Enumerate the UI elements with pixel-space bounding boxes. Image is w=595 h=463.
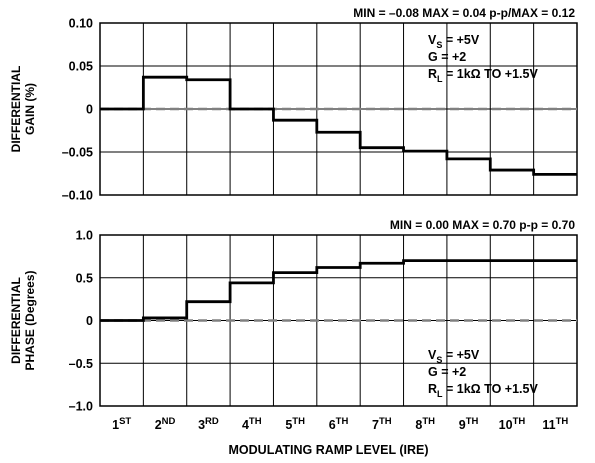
- x-tick-label: 11TH: [542, 416, 568, 432]
- ordinal-number: 4: [242, 418, 249, 432]
- annotation-line: RL = 1kΩ TO +1.5V: [428, 67, 538, 84]
- y-tick-label: –1.0: [69, 400, 93, 414]
- annotation-main: V: [428, 33, 437, 47]
- y-tick-label: 0.05: [69, 60, 93, 74]
- annotation-line: VS = +5V: [428, 348, 480, 365]
- ordinal-number: 2: [155, 418, 162, 432]
- annotation-line: VS = +5V: [428, 33, 480, 50]
- annotation-main: R: [428, 67, 437, 81]
- y-axis-label-line: DIFFERENTIAL: [9, 66, 23, 153]
- y-tick-label: –0.5: [69, 357, 93, 371]
- ordinal-suffix: TH: [249, 416, 262, 427]
- ordinal-number: 5: [285, 418, 292, 432]
- ordinal-suffix: ND: [162, 416, 176, 427]
- annotation-rest: = 1kΩ TO +1.5V: [443, 67, 539, 81]
- ordinal-suffix: TH: [379, 416, 392, 427]
- annotation-rest: = +5V: [442, 348, 479, 362]
- ordinal-suffix: TH: [466, 416, 479, 427]
- annotation-line: RL = 1kΩ TO +1.5V: [428, 382, 538, 399]
- ordinal-suffix: TH: [513, 416, 526, 427]
- ordinal-suffix: TH: [336, 416, 349, 427]
- y-tick-label: 0.5: [76, 271, 93, 285]
- stats-header: MIN = 0.00 MAX = 0.70 p-p = 0.70: [390, 218, 575, 232]
- annotation-subscript: L: [437, 389, 443, 399]
- ordinal-suffix: RD: [205, 416, 219, 427]
- y-tick-label: 1.0: [76, 229, 93, 243]
- annotation-subscript: S: [436, 355, 442, 365]
- annotation-main: G = +2: [428, 50, 466, 64]
- annotation-line: G = +2: [428, 50, 466, 64]
- ordinal-number: 9: [459, 418, 466, 432]
- x-tick-label: 7TH: [372, 416, 392, 432]
- x-tick-label: 2ND: [155, 416, 176, 432]
- chart-panel-gain: MIN = –0.08 MAX = 0.04 p-p/MAX = 0.12 0.1…: [9, 6, 578, 203]
- x-tick-label: 9TH: [459, 416, 479, 432]
- ordinal-suffix: TH: [422, 416, 435, 427]
- ordinal-suffix: ST: [119, 416, 131, 427]
- annotation-rest: = 1kΩ TO +1.5V: [443, 382, 539, 396]
- series-step-line: [100, 75, 577, 176]
- chart-panel-phase: MIN = 0.00 MAX = 0.70 p-p = 0.70 1.0 0.5 0 –…: [9, 218, 578, 414]
- ordinal-number: 6: [329, 418, 336, 432]
- annotation-main: V: [428, 348, 437, 362]
- series-step-line: [100, 259, 577, 322]
- x-tick-label: 5TH: [285, 416, 305, 432]
- ordinal-number: 7: [372, 418, 379, 432]
- y-tick-label: 0: [86, 103, 93, 117]
- ordinal-number: 10: [499, 418, 513, 432]
- x-tick-label: 4TH: [242, 416, 262, 432]
- y-tick-label: 0: [86, 314, 93, 328]
- y-axis-label-line: GAIN (%): [23, 83, 37, 135]
- y-tick-label: –0.05: [62, 146, 93, 160]
- annotation-main: G = +2: [428, 365, 466, 379]
- annotation-line: G = +2: [428, 365, 466, 379]
- ordinal-number: 3: [198, 418, 205, 432]
- x-tick-label: 10TH: [499, 416, 526, 432]
- ordinal-number: 1: [112, 418, 119, 432]
- y-tick-label: 0.10: [69, 17, 93, 31]
- ordinal-number: 11: [542, 418, 555, 432]
- x-axis-label: MODULATING RAMP LEVEL (IRE): [229, 443, 429, 457]
- x-tick-label: 3RD: [198, 416, 219, 432]
- x-tick-label: 1ST: [112, 416, 131, 432]
- stats-header: MIN = –0.08 MAX = 0.04 p-p/MAX = 0.12: [353, 6, 575, 20]
- ordinal-suffix: TH: [556, 416, 569, 427]
- x-tick-label: 6TH: [329, 416, 349, 432]
- conditions-annotation: VS = +5VG = +2RL = 1kΩ TO +1.5V: [428, 348, 538, 399]
- y-axis-label-line: PHASE (Degrees): [23, 270, 37, 370]
- annotation-subscript: L: [437, 74, 443, 84]
- annotation-subscript: S: [436, 40, 442, 50]
- y-axis-label-line: DIFFERENTIAL: [9, 277, 23, 364]
- ordinal-suffix: TH: [292, 416, 305, 427]
- annotation-rest: = +5V: [442, 33, 479, 47]
- conditions-annotation: VS = +5VG = +2RL = 1kΩ TO +1.5V: [428, 33, 538, 84]
- annotation-main: R: [428, 382, 437, 396]
- x-tick-labels: 1ST 2ND 3RD 4TH 5TH 6TH 7TH 8TH 9TH 10TH 11TH: [112, 416, 568, 432]
- y-tick-label: –0.10: [62, 189, 93, 203]
- ordinal-number: 8: [415, 418, 422, 432]
- x-tick-label: 8TH: [415, 416, 435, 432]
